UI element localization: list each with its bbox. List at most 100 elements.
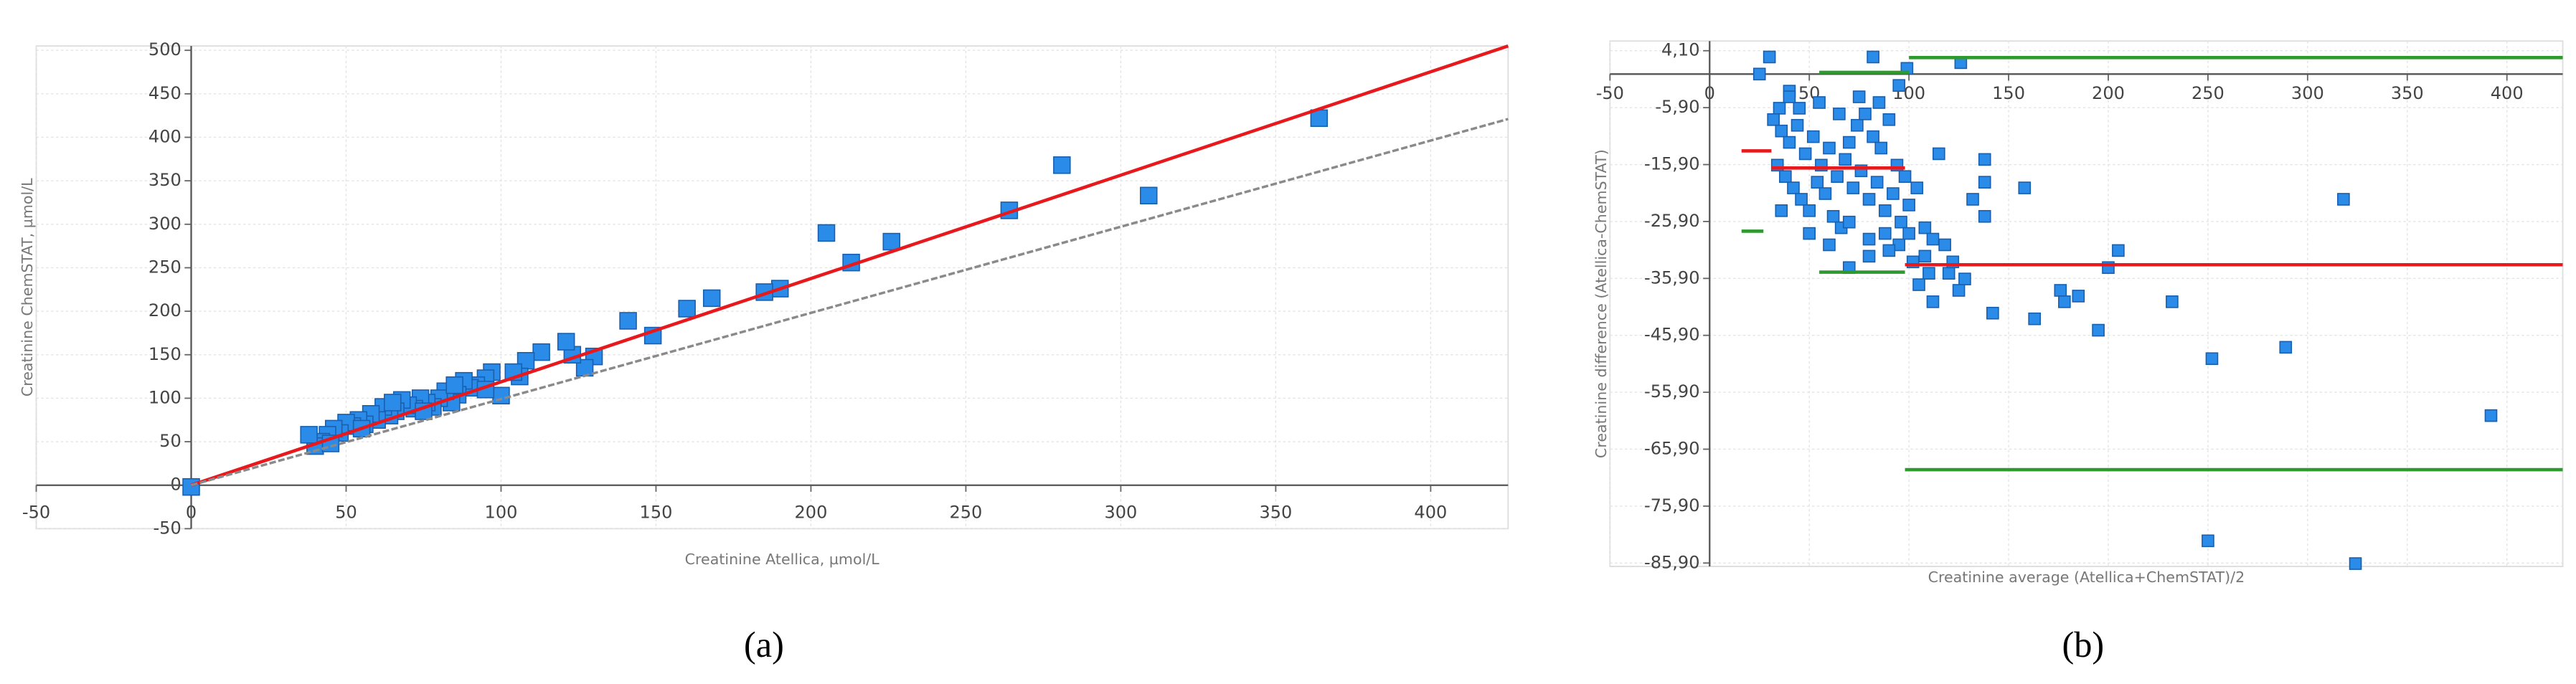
x-tick-label: -50 xyxy=(22,503,50,523)
point xyxy=(2202,534,2214,548)
point xyxy=(2058,295,2071,308)
y-tick-label: -5,90 xyxy=(1655,97,1699,117)
point xyxy=(1952,284,1966,297)
point xyxy=(1942,267,1955,280)
plot-area xyxy=(1609,40,2564,567)
panel-label: (a) xyxy=(744,624,784,665)
point xyxy=(1852,90,1866,103)
point xyxy=(1846,181,1860,194)
point xyxy=(1895,215,1907,229)
point xyxy=(1902,227,1915,240)
x-axis-label: Creatinine Atellica, µmol/L xyxy=(685,551,880,568)
point xyxy=(384,394,402,412)
point xyxy=(1922,267,1935,280)
point xyxy=(1874,141,1888,155)
point xyxy=(1803,204,1816,217)
x-tick-label: 250 xyxy=(949,503,982,523)
point xyxy=(1978,176,1991,189)
y-tick-label: 500 xyxy=(148,39,181,60)
point xyxy=(1752,67,1766,81)
x-tick-label: 350 xyxy=(1259,503,1292,523)
point xyxy=(1773,102,1786,115)
x-tick-label: 350 xyxy=(2391,83,2424,103)
x-tick-label: 50 xyxy=(335,503,357,523)
point xyxy=(1862,193,1876,206)
point xyxy=(1823,141,1836,155)
x-tick-label: 400 xyxy=(2491,83,2524,103)
point xyxy=(619,312,637,330)
point xyxy=(1912,278,1925,291)
x-tick-label: 100 xyxy=(485,503,518,523)
point xyxy=(532,343,550,361)
x-tick-label: 250 xyxy=(2192,83,2224,103)
x-tick-label: 200 xyxy=(795,503,828,523)
point xyxy=(445,376,463,394)
point xyxy=(1878,227,1892,240)
y-tick-label: -15,90 xyxy=(1644,154,1699,174)
panel-label: (b) xyxy=(2062,624,2104,665)
point xyxy=(1779,170,1792,184)
point xyxy=(2205,352,2219,366)
x-tick-label: 150 xyxy=(1992,83,2025,103)
point xyxy=(1910,181,1924,194)
point xyxy=(1986,306,1999,320)
point xyxy=(1839,153,1852,166)
x-tick-label: 200 xyxy=(2092,83,2125,103)
point xyxy=(1862,250,1876,263)
point xyxy=(1783,136,1796,149)
x-tick-label: 150 xyxy=(640,503,673,523)
point xyxy=(1806,130,1820,143)
point xyxy=(2337,193,2350,206)
point xyxy=(2279,341,2293,354)
y-tick-label: -45,90 xyxy=(1644,325,1699,345)
y-tick-label: 4,10 xyxy=(1661,40,1700,60)
point xyxy=(2349,557,2362,570)
y-tick-label: 300 xyxy=(148,214,181,234)
y-axis-label: Creatinine difference (Atellica-ChemSTAT… xyxy=(1593,149,1610,458)
point xyxy=(1867,50,1879,64)
y-tick-label: -35,90 xyxy=(1644,267,1699,288)
x-tick-label: -50 xyxy=(1596,83,1624,103)
x-tick-label: 300 xyxy=(2291,83,2324,103)
point xyxy=(492,386,510,405)
point xyxy=(2112,244,2125,257)
point xyxy=(1833,108,1846,120)
point xyxy=(1938,238,1951,252)
point xyxy=(1878,204,1892,217)
y-tick-label: 450 xyxy=(148,83,181,103)
point xyxy=(1918,221,1932,234)
point xyxy=(1813,96,1826,109)
point xyxy=(557,333,575,351)
point xyxy=(1932,147,1945,161)
point xyxy=(1978,209,1991,223)
point xyxy=(1882,113,1896,126)
y-tick-label: 50 xyxy=(159,431,181,451)
x-axis-label: Creatinine average (Atellica+ChemSTAT)/2 xyxy=(1928,569,2245,586)
point xyxy=(1851,118,1864,132)
y-tick-label: -85,90 xyxy=(1644,552,1699,572)
y-tick-label: 250 xyxy=(148,257,181,277)
point xyxy=(1798,147,1812,161)
point xyxy=(1902,199,1915,212)
point xyxy=(1867,130,1879,143)
point xyxy=(1958,272,1971,285)
point xyxy=(678,300,696,318)
y-tick-label: 200 xyxy=(148,300,181,320)
point xyxy=(1831,170,1844,184)
y-axis-label: Creatinine ChemSTAT, µmol/L xyxy=(19,178,36,396)
y-tick-label: -75,90 xyxy=(1644,495,1699,516)
x-tick-label: 400 xyxy=(1414,503,1447,523)
point xyxy=(1775,204,1788,217)
point xyxy=(1859,108,1872,120)
point xyxy=(1842,136,1856,149)
point xyxy=(2072,290,2085,303)
y-tick-label: 400 xyxy=(148,126,181,146)
point xyxy=(2054,284,2067,297)
point xyxy=(702,289,721,308)
x-tick-label: 300 xyxy=(1104,503,1137,523)
point xyxy=(1872,96,1886,109)
point xyxy=(1918,250,1932,263)
point xyxy=(1898,170,1912,184)
